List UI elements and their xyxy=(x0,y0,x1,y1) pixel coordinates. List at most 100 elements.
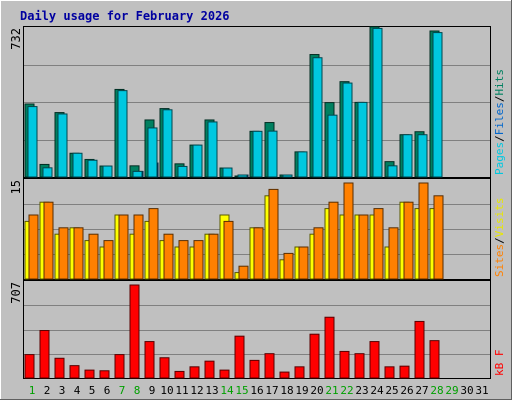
bar-kb-f-day-24 xyxy=(369,341,380,379)
bar-pages-day-27 xyxy=(417,134,428,178)
bar-kb-f-day-17 xyxy=(264,353,275,379)
bar-pages-day-28 xyxy=(432,32,443,178)
bar-kb-f-day-13 xyxy=(204,360,215,379)
bar-sites-day-11 xyxy=(178,240,189,280)
bar-kb-f-day-26 xyxy=(399,365,410,379)
day-label-26: 26 xyxy=(400,384,413,397)
bar-kb-f-day-14 xyxy=(219,369,230,379)
panel-top: 732 Pages/Files/Hits xyxy=(9,26,506,178)
legend-item: Files xyxy=(493,102,506,135)
day-label-3: 3 xyxy=(59,384,66,397)
bar-kb-f-day-7 xyxy=(114,354,125,379)
bar-sites-day-27 xyxy=(418,182,429,280)
bar-sites-day-6 xyxy=(103,240,114,280)
bar-pages-day-19 xyxy=(297,151,308,178)
day-label-28: 28 xyxy=(430,384,443,397)
bar-pages-day-12 xyxy=(192,144,203,178)
bar-sites-day-3 xyxy=(58,227,69,280)
legend-item: Pages xyxy=(493,142,506,175)
bar-sites-day-1 xyxy=(28,214,39,280)
bar-sites-day-7 xyxy=(118,214,129,280)
bar-kb-f-day-12 xyxy=(189,366,200,379)
bar-pages-day-16 xyxy=(252,130,263,178)
day-label-20: 20 xyxy=(310,384,323,397)
legend-text: Sites/Visits xyxy=(493,198,506,278)
bar-kb-f-day-23 xyxy=(354,353,365,379)
bar-pages-day-9 xyxy=(147,127,158,178)
day-label-30: 30 xyxy=(460,384,473,397)
bar-pages-day-23 xyxy=(357,101,368,178)
day-label-14: 14 xyxy=(220,384,234,397)
panel-top-legend: Pages/Files/Hits xyxy=(493,69,506,175)
legend-item: / xyxy=(493,96,506,103)
day-label-18: 18 xyxy=(280,384,293,397)
day-label-25: 25 xyxy=(385,384,398,397)
bar-sites-day-20 xyxy=(313,227,324,280)
day-label-1: 1 xyxy=(29,384,36,397)
bar-pages-day-8 xyxy=(132,170,143,178)
bar-sites-day-5 xyxy=(88,233,99,280)
bar-pages-day-26 xyxy=(402,134,413,178)
bar-kb-f-day-8 xyxy=(129,284,140,379)
bar-kb-f-day-25 xyxy=(384,366,395,379)
bar-sites-day-28 xyxy=(433,195,444,280)
bar-sites-day-12 xyxy=(193,240,204,280)
panel-top-ymax: 732 xyxy=(9,28,23,50)
bar-sites-day-10 xyxy=(163,233,174,280)
bar-sites-day-26 xyxy=(403,201,414,280)
bar-sites-day-21 xyxy=(328,201,339,280)
day-label-8: 8 xyxy=(134,384,141,397)
day-label-17: 17 xyxy=(265,384,278,397)
bar-pages-day-4 xyxy=(72,152,83,178)
x-axis-day-labels: 1 2 3 4 5 6 7 8 9 10 11 12 13 14 15 16 17 18 19 20 21 22 23 24 2… xyxy=(29,384,489,397)
bar-kb-f-day-3 xyxy=(54,357,65,379)
day-label-15: 15 xyxy=(235,384,248,397)
day-label-27: 27 xyxy=(415,384,428,397)
bar-kb-f-day-21 xyxy=(324,316,335,379)
bar-sites-day-2 xyxy=(43,201,54,280)
bar-sites-day-22 xyxy=(343,182,354,280)
day-label-23: 23 xyxy=(355,384,368,397)
day-label-10: 10 xyxy=(160,384,173,397)
bar-kb-f-day-11 xyxy=(174,370,185,379)
legend-item: / xyxy=(493,237,506,244)
legend-item: kB F xyxy=(493,350,506,377)
legend-item: Visits xyxy=(493,198,506,238)
bar-pages-day-2 xyxy=(42,167,53,178)
bar-sites-day-17 xyxy=(268,188,279,280)
bar-sites-day-15 xyxy=(238,265,249,280)
bar-sites-day-23 xyxy=(358,214,369,280)
bar-pages-day-11 xyxy=(177,165,188,178)
panel-bottom: 707 kB F xyxy=(9,280,506,379)
panel-middle-ymax: 15 xyxy=(9,180,23,194)
bar-pages-day-5 xyxy=(87,159,98,178)
bar-sites-day-18 xyxy=(283,252,294,280)
bar-kb-f-day-18 xyxy=(279,371,290,379)
bar-sites-day-13 xyxy=(208,233,219,280)
bar-kb-f-day-19 xyxy=(294,366,305,379)
panel-middle-legend: Sites/Visits xyxy=(493,198,506,278)
bar-sites-day-25 xyxy=(388,227,399,280)
bar-kb-f-day-20 xyxy=(309,333,320,379)
bar-pages-day-13 xyxy=(207,121,218,178)
bar-pages-day-10 xyxy=(162,109,173,178)
day-label-6: 6 xyxy=(104,384,111,397)
day-label-31: 31 xyxy=(475,384,488,397)
bar-pages-day-7 xyxy=(117,90,128,178)
day-label-4: 4 xyxy=(74,384,81,397)
legend-text: Pages/Files/Hits xyxy=(493,69,506,175)
day-label-29: 29 xyxy=(445,384,458,397)
bar-kb-f-day-16 xyxy=(249,359,260,379)
bar-kb-f-day-10 xyxy=(159,357,170,379)
bar-sites-day-9 xyxy=(148,208,159,280)
day-label-13: 13 xyxy=(205,384,218,397)
day-label-19: 19 xyxy=(295,384,308,397)
legend-text: kB F xyxy=(493,350,506,377)
bar-kb-f-day-1 xyxy=(24,354,35,379)
bar-kb-f-day-28 xyxy=(429,340,440,379)
day-label-11: 11 xyxy=(175,384,188,397)
panel-bottom-legend: kB F xyxy=(493,350,506,377)
legend-item: Sites xyxy=(493,244,506,277)
bar-pages-day-6 xyxy=(102,165,113,178)
